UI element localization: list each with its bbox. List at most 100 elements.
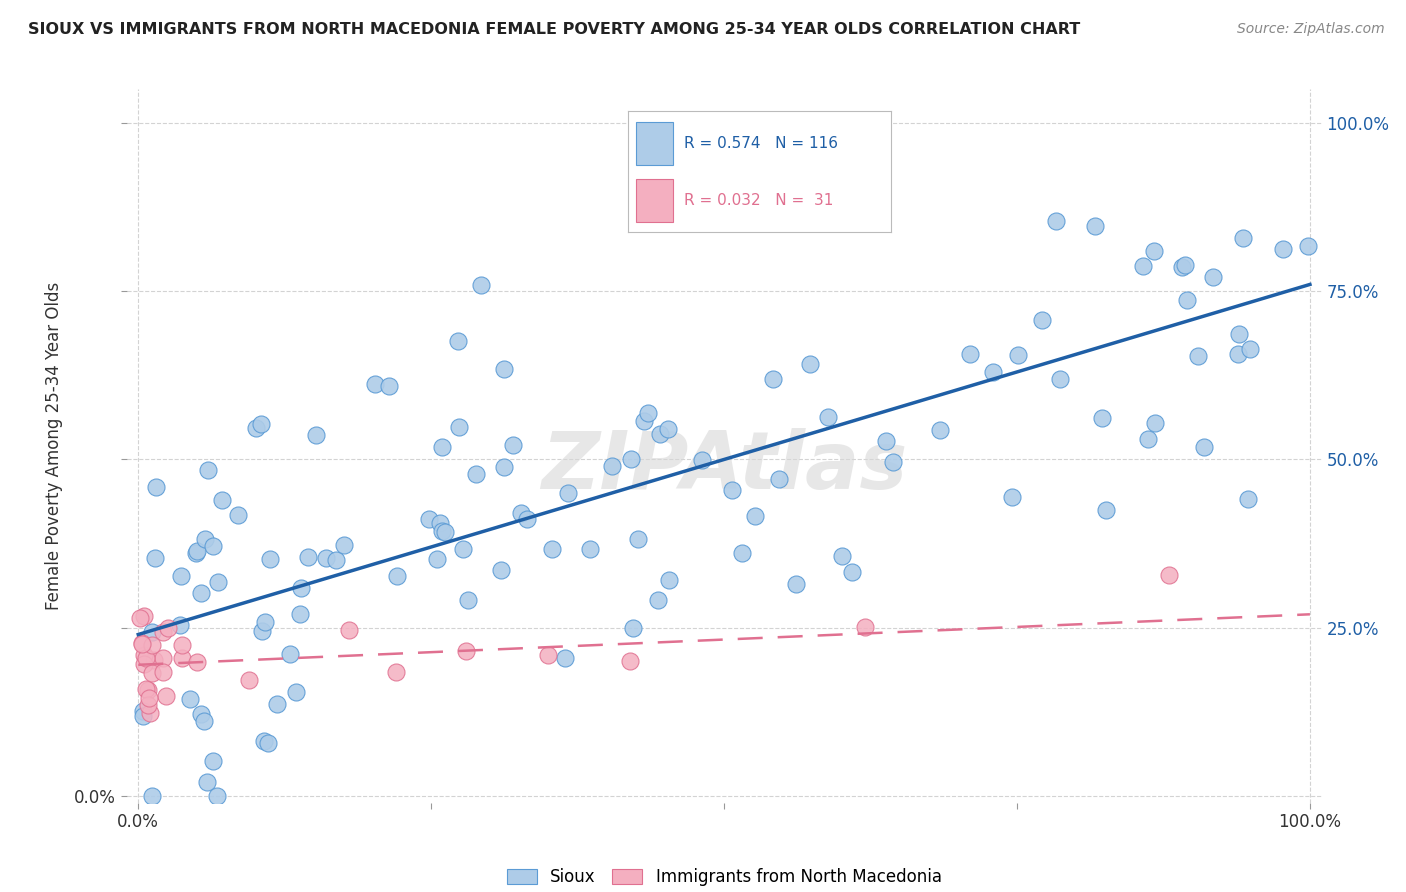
Point xyxy=(1202,269,1225,284)
Point xyxy=(131,637,153,651)
Point xyxy=(278,647,301,661)
Point xyxy=(190,586,212,600)
Point xyxy=(720,483,742,498)
Point xyxy=(1049,371,1071,385)
Point xyxy=(510,506,533,520)
Point xyxy=(658,573,681,587)
Point xyxy=(1137,432,1160,446)
Point xyxy=(152,650,174,665)
Point xyxy=(457,593,479,607)
Point xyxy=(1174,258,1197,272)
Point xyxy=(928,424,950,438)
Point xyxy=(145,480,167,494)
Point xyxy=(285,684,308,698)
Point xyxy=(385,665,408,679)
Point xyxy=(152,665,174,679)
Point xyxy=(143,550,166,565)
Point xyxy=(959,347,981,361)
Point xyxy=(1192,440,1215,454)
Point xyxy=(132,657,155,671)
Point xyxy=(1171,260,1194,274)
Point xyxy=(193,714,215,729)
Point xyxy=(620,451,643,466)
Point xyxy=(238,673,260,687)
Point xyxy=(470,278,492,293)
Point xyxy=(502,438,524,452)
Point xyxy=(197,463,219,477)
Point xyxy=(364,377,387,392)
Point xyxy=(201,539,224,553)
Point xyxy=(768,472,790,486)
Point xyxy=(138,706,160,721)
Point xyxy=(1187,349,1209,363)
Point xyxy=(305,427,328,442)
Point xyxy=(1232,230,1254,244)
Point xyxy=(1007,347,1029,361)
Point xyxy=(799,357,821,371)
Point xyxy=(186,655,208,669)
Point xyxy=(434,524,457,539)
Point xyxy=(602,458,624,473)
Point xyxy=(418,511,440,525)
Y-axis label: Female Poverty Among 25-34 Year Olds: Female Poverty Among 25-34 Year Olds xyxy=(45,282,63,610)
Point xyxy=(266,697,288,711)
Point xyxy=(315,550,337,565)
Point xyxy=(627,532,650,546)
Point xyxy=(432,440,454,454)
Point xyxy=(841,566,863,580)
Point xyxy=(557,486,579,500)
Point xyxy=(143,652,166,666)
Point xyxy=(211,493,233,508)
Point xyxy=(1132,260,1154,274)
Point xyxy=(494,361,516,376)
Point xyxy=(184,546,207,560)
Point xyxy=(447,420,470,434)
Point xyxy=(135,681,157,696)
Point xyxy=(1239,342,1261,356)
Point xyxy=(1272,242,1295,256)
Point xyxy=(541,542,564,557)
Point xyxy=(429,516,451,530)
Point xyxy=(186,544,208,558)
Point xyxy=(337,623,360,637)
Point xyxy=(132,609,155,624)
Point xyxy=(253,734,276,748)
Point xyxy=(579,542,602,557)
Point xyxy=(657,422,679,436)
Point xyxy=(426,551,449,566)
Point xyxy=(377,379,399,393)
Point xyxy=(831,549,853,563)
Point xyxy=(155,689,177,703)
Point xyxy=(853,620,876,634)
Point xyxy=(494,460,516,475)
Point xyxy=(325,553,347,567)
Point xyxy=(131,636,153,650)
Point xyxy=(1045,214,1067,228)
Point xyxy=(226,508,249,522)
Point xyxy=(172,639,194,653)
Point xyxy=(290,582,312,596)
Point xyxy=(136,698,159,712)
Text: Source: ZipAtlas.com: Source: ZipAtlas.com xyxy=(1237,22,1385,37)
Point xyxy=(256,736,278,750)
Point xyxy=(882,455,904,469)
Point xyxy=(1175,293,1198,307)
Point xyxy=(201,754,224,768)
Point xyxy=(537,648,560,663)
Point xyxy=(207,574,229,589)
Point xyxy=(152,624,174,639)
Point xyxy=(141,624,163,639)
Point xyxy=(744,509,766,524)
Point xyxy=(451,541,474,556)
Point xyxy=(489,563,512,577)
Point xyxy=(172,651,194,665)
Point xyxy=(194,533,217,547)
Point xyxy=(129,611,152,625)
Text: ZIPAtlas: ZIPAtlas xyxy=(541,428,907,507)
Point xyxy=(456,643,478,657)
Point xyxy=(132,704,155,718)
Point xyxy=(195,775,218,789)
Point xyxy=(1226,346,1249,360)
Point xyxy=(250,417,273,431)
Legend: Sioux, Immigrants from North Macedonia: Sioux, Immigrants from North Macedonia xyxy=(501,861,948,892)
